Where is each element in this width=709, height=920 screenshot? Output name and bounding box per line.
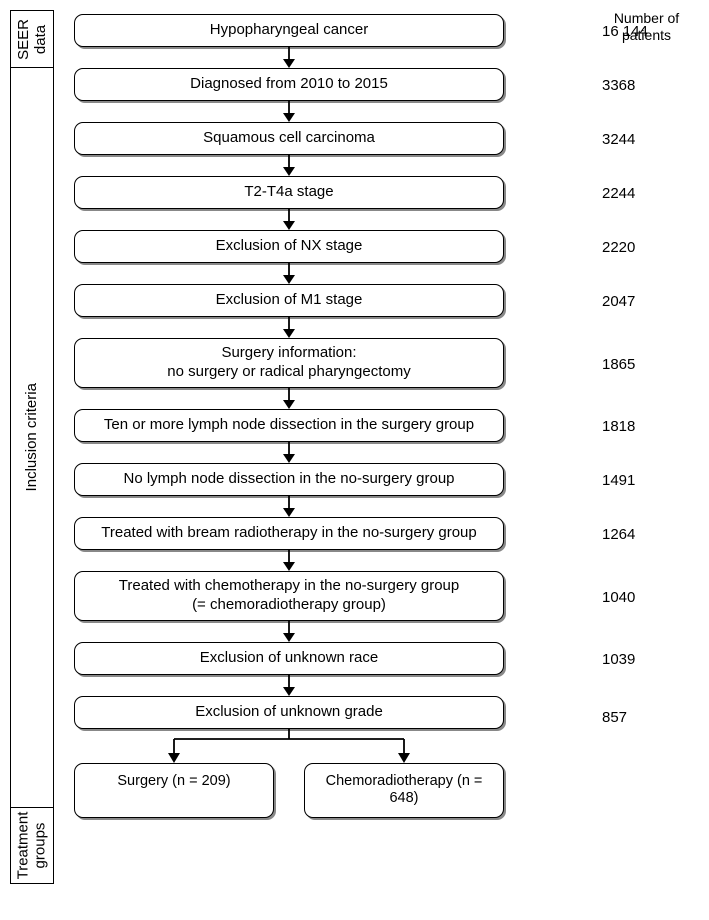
step-box: Surgery information:no surgery or radica… [74, 338, 504, 388]
count-column: Number ofpatients 16 1443368324422442220… [594, 10, 699, 884]
arrow-down [74, 442, 504, 463]
step-label: Treated with bream radiotherapy in the n… [101, 524, 476, 543]
step-label: Surgery information:no surgery or radica… [167, 344, 410, 382]
side-labels: SEERdata Inclusion criteria Treatmentgro… [10, 10, 54, 884]
step-label: Exclusion of unknown race [200, 649, 378, 668]
flow-main: Hypopharyngeal cancer Diagnosed from 2010… [54, 10, 594, 884]
step-label: Ten or more lymph node dissection in the… [104, 416, 474, 435]
split-arrows [74, 729, 504, 763]
count-value: 1818 [594, 411, 699, 465]
step-label: Hypopharyngeal cancer [210, 21, 368, 40]
count-value: 2047 [594, 286, 699, 340]
arrow-down [74, 388, 504, 409]
count-value: 3368 [594, 70, 699, 124]
step-label: Squamous cell carcinoma [203, 129, 375, 148]
side-criteria: Inclusion criteria [10, 68, 54, 808]
count-value: 1040 [594, 573, 699, 644]
count-value: 3244 [594, 124, 699, 178]
side-groups: Treatmentgroups [10, 808, 54, 884]
step-label: Exclusion of M1 stage [216, 291, 363, 310]
count-value: 2244 [594, 178, 699, 232]
count-value: 1491 [594, 465, 699, 519]
step-box: Treated with bream radiotherapy in the n… [74, 517, 504, 550]
step-box: Exclusion of M1 stage [74, 284, 504, 317]
group-surgery: Surgery (n = 209) [74, 763, 274, 818]
step-box: T2-T4a stage [74, 176, 504, 209]
count-value: 16 144 [594, 16, 699, 70]
arrow-down [74, 263, 504, 284]
step-label: Diagnosed from 2010 to 2015 [190, 75, 388, 94]
arrow-down [74, 550, 504, 571]
arrow-down [74, 209, 504, 230]
step-box: No lymph node dissection in the no-surge… [74, 463, 504, 496]
count-value: 1865 [594, 340, 699, 411]
arrow-down [74, 675, 504, 696]
arrow-down [74, 317, 504, 338]
side-seer: SEERdata [10, 10, 54, 68]
group-chemoradiotherapy: Chemoradiotherapy (n = 648) [304, 763, 504, 818]
arrow-down [74, 496, 504, 517]
side-seer-label: SEERdata [15, 19, 48, 60]
count-value: 2220 [594, 232, 699, 286]
step-box: Ten or more lymph node dissection in the… [74, 409, 504, 442]
side-groups-label: Treatmentgroups [16, 812, 49, 880]
step-box: Squamous cell carcinoma [74, 122, 504, 155]
step-label: Exclusion of unknown grade [195, 703, 383, 722]
step-box: Hypopharyngeal cancer [74, 14, 504, 47]
step-box: Exclusion of unknown race [74, 642, 504, 675]
count-value: 1264 [594, 519, 699, 573]
step-label: T2-T4a stage [244, 183, 333, 202]
side-criteria-label: Inclusion criteria [24, 383, 41, 491]
arrow-down [74, 155, 504, 176]
step-label: Exclusion of NX stage [216, 237, 363, 256]
group-boxes: Surgery (n = 209) Chemoradiotherapy (n = … [74, 763, 504, 818]
step-box: Exclusion of unknown grade [74, 696, 504, 729]
arrow-down [74, 621, 504, 642]
arrow-down [74, 47, 504, 68]
flowchart-container: SEERdata Inclusion criteria Treatmentgro… [10, 10, 699, 884]
arrow-down [74, 101, 504, 122]
step-label: Treated with chemotherapy in the no-surg… [119, 577, 459, 615]
step-box: Exclusion of NX stage [74, 230, 504, 263]
count-values: 16 1443368324422442220204718651818149112… [594, 16, 699, 731]
step-box: Treated with chemotherapy in the no-surg… [74, 571, 504, 621]
step-label: No lymph node dissection in the no-surge… [123, 470, 454, 489]
count-value: 1039 [594, 644, 699, 698]
step-box: Diagnosed from 2010 to 2015 [74, 68, 504, 101]
count-value: 857 [594, 698, 699, 731]
